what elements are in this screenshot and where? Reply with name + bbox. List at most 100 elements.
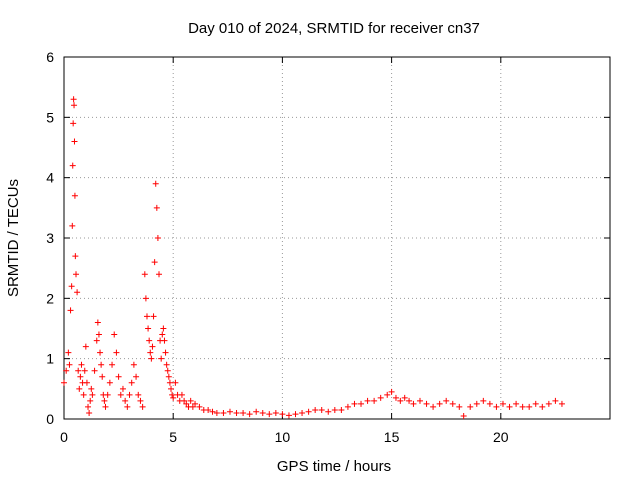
data-point — [371, 397, 378, 404]
data-point — [467, 403, 474, 410]
data-point — [99, 373, 106, 380]
y-tick-label: 5 — [46, 109, 54, 125]
y-tick-label: 3 — [46, 230, 54, 246]
y-axis-label: SRMTID / TECUs — [5, 179, 22, 297]
data-point — [388, 388, 395, 395]
data-point — [480, 397, 487, 404]
data-point — [493, 403, 500, 410]
data-point — [77, 373, 84, 380]
data-point — [117, 391, 124, 398]
y-tick-label: 4 — [46, 170, 54, 186]
data-point — [384, 391, 391, 398]
data-point — [87, 397, 94, 404]
data-point — [460, 412, 467, 419]
data-point — [142, 295, 149, 302]
data-point — [145, 325, 152, 332]
x-tick-label: 15 — [384, 429, 400, 445]
data-point — [65, 349, 72, 356]
data-point — [205, 406, 212, 413]
data-point — [272, 409, 279, 416]
y-tick-label: 1 — [46, 351, 54, 367]
data-point — [532, 400, 539, 407]
data-point — [196, 403, 203, 410]
data-point — [506, 403, 513, 410]
data-point — [130, 361, 137, 368]
x-tick-label: 20 — [493, 429, 509, 445]
data-point — [410, 400, 417, 407]
data-point — [552, 397, 559, 404]
data-point — [141, 271, 148, 278]
data-point — [392, 394, 399, 401]
data-point — [93, 337, 100, 344]
data-point — [526, 403, 533, 410]
data-point — [226, 408, 233, 415]
data-point — [456, 403, 463, 410]
data-point — [89, 391, 96, 398]
data-point — [545, 400, 552, 407]
data-point — [259, 409, 266, 416]
data-point — [331, 406, 338, 413]
data-point — [240, 409, 247, 416]
data-point — [71, 102, 78, 109]
data-point — [78, 361, 85, 368]
data-point — [169, 391, 176, 398]
data-point — [81, 367, 88, 374]
data-point — [377, 394, 384, 401]
data-point — [70, 96, 77, 103]
data-point — [135, 391, 142, 398]
data-point — [449, 400, 456, 407]
data-point — [102, 403, 109, 410]
data-point — [209, 408, 216, 415]
data-point — [338, 406, 345, 413]
data-point — [499, 400, 506, 407]
data-point — [71, 138, 78, 145]
data-point — [351, 400, 358, 407]
data-point — [109, 361, 116, 368]
data-point — [83, 379, 90, 386]
data-point — [149, 343, 156, 350]
x-tick-label: 0 — [60, 429, 68, 445]
data-point — [154, 235, 161, 241]
x-axis-label: GPS time / hours — [277, 458, 391, 475]
data-point — [161, 337, 168, 344]
data-point — [325, 408, 332, 415]
data-point — [163, 361, 170, 368]
data-point — [181, 397, 188, 404]
data-point — [98, 361, 105, 368]
data-point — [443, 397, 450, 404]
data-point — [279, 411, 286, 418]
data-point — [63, 367, 70, 374]
data-points — [61, 96, 565, 419]
axis-ticks — [63, 56, 610, 420]
data-point — [266, 411, 273, 418]
data-point — [75, 367, 82, 374]
x-tick-label: 10 — [275, 429, 291, 445]
data-point — [513, 400, 520, 407]
tick-labels: 0 5 10 15 20 0 1 2 3 4 5 6 — [46, 49, 509, 445]
data-point — [358, 400, 365, 407]
data-point — [299, 409, 306, 416]
data-point — [344, 403, 351, 410]
data-point — [85, 403, 92, 410]
y-tick-label: 0 — [46, 411, 54, 427]
data-point — [156, 271, 163, 278]
data-point — [128, 379, 135, 386]
data-point — [318, 406, 325, 413]
data-point — [213, 409, 220, 416]
data-point — [72, 253, 79, 260]
data-point — [137, 397, 144, 404]
data-point — [150, 313, 157, 320]
data-point — [86, 409, 93, 416]
data-point — [73, 271, 80, 278]
data-point — [69, 222, 76, 229]
data-point — [486, 400, 493, 407]
data-point — [111, 331, 118, 338]
data-point — [147, 349, 154, 356]
data-point — [473, 400, 480, 407]
data-point — [95, 331, 102, 338]
data-point — [113, 349, 120, 356]
data-point — [246, 411, 253, 418]
data-point — [91, 367, 98, 374]
data-point — [146, 337, 153, 344]
data-point — [115, 373, 122, 380]
